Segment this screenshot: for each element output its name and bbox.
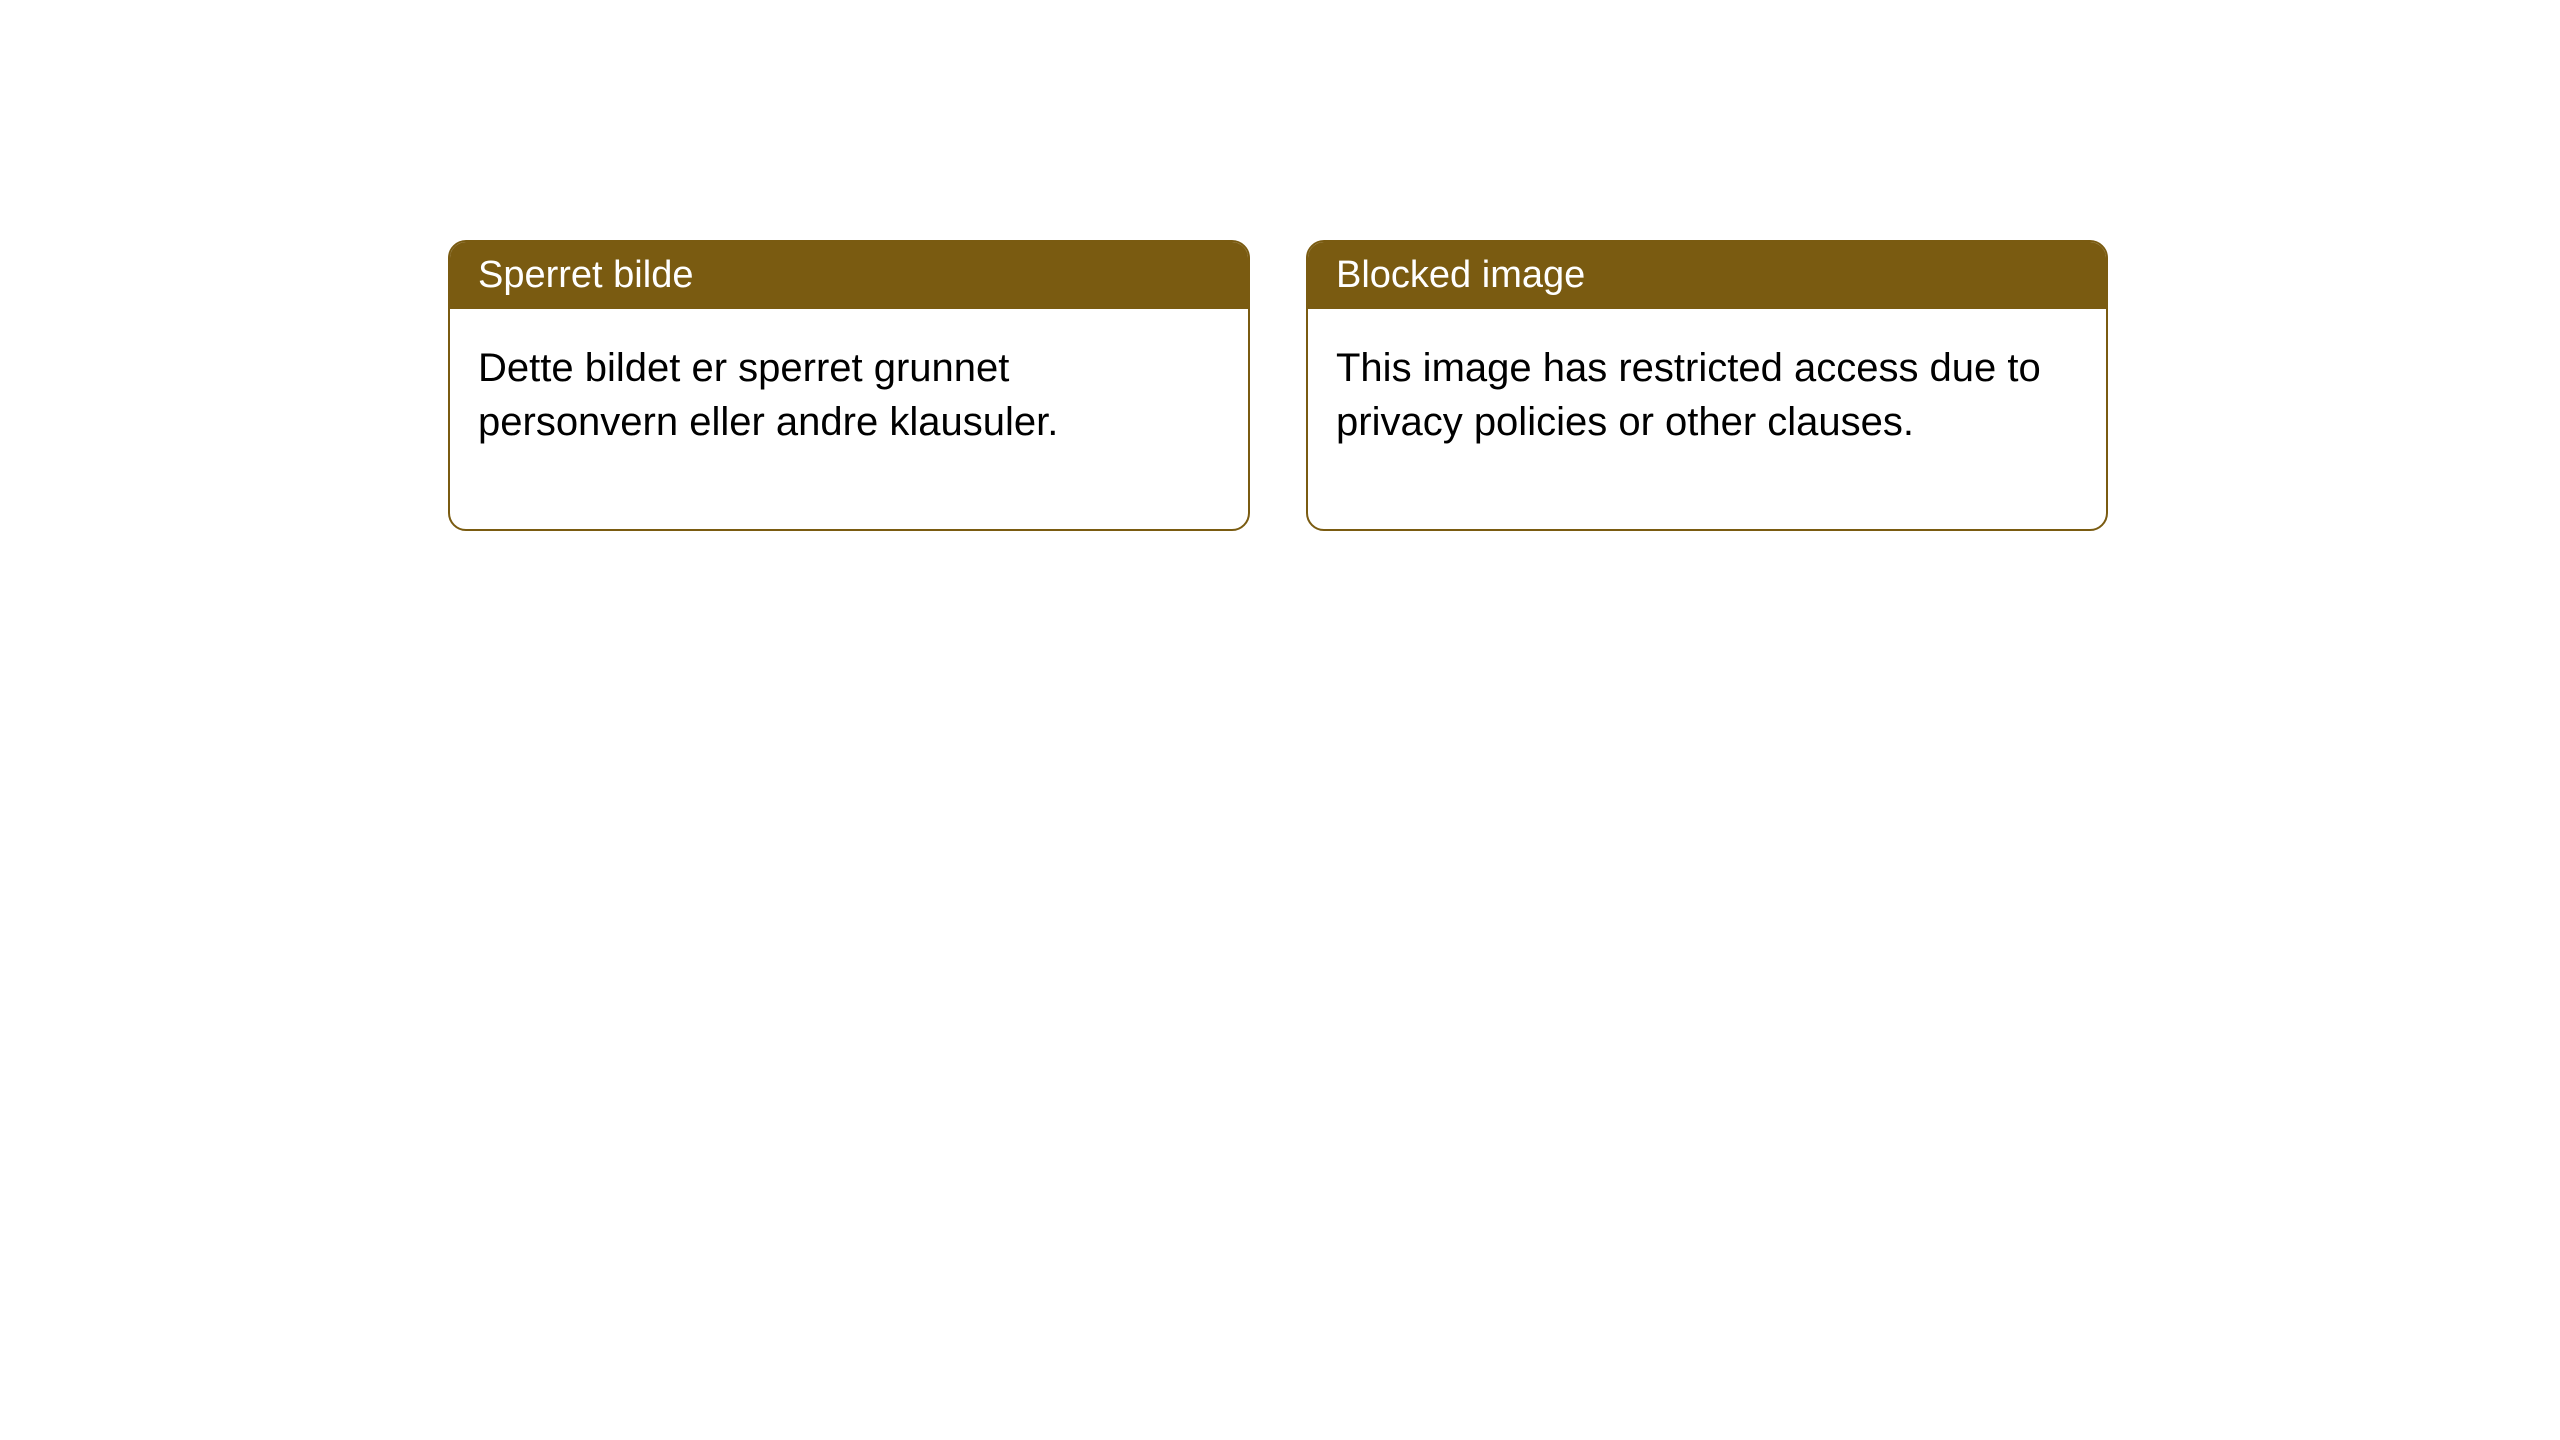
notice-container: Sperret bilde Dette bildet er sperret gr… [448, 240, 2108, 531]
notice-title-no: Sperret bilde [450, 242, 1248, 309]
notice-body-no: Dette bildet er sperret grunnet personve… [450, 309, 1248, 529]
notice-title-en: Blocked image [1308, 242, 2106, 309]
notice-card-en: Blocked image This image has restricted … [1306, 240, 2108, 531]
notice-card-no: Sperret bilde Dette bildet er sperret gr… [448, 240, 1250, 531]
notice-body-en: This image has restricted access due to … [1308, 309, 2106, 529]
